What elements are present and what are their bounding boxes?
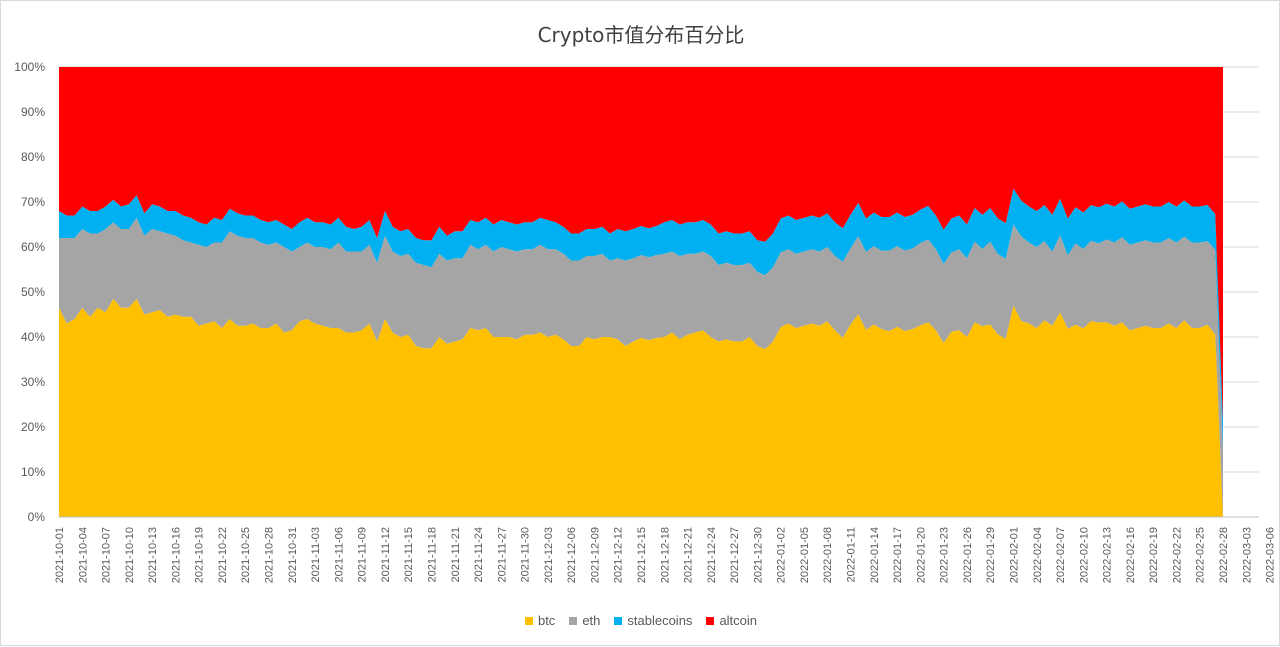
- x-tick-label: 2021-10-19: [194, 527, 206, 583]
- x-tick-label: 2021-11-27: [496, 527, 508, 582]
- x-tick-label: 2022-02-25: [1195, 527, 1207, 583]
- x-tick-label: 2021-12-18: [659, 527, 671, 583]
- y-tick-label: 10%: [21, 465, 45, 479]
- y-tick-label: 100%: [14, 60, 45, 74]
- x-tick-label: 2022-03-06: [1265, 527, 1277, 583]
- x-tick-label: 2021-10-31: [287, 527, 299, 583]
- x-tick-label: 2021-11-06: [333, 527, 345, 582]
- legend-item-altcoin: altcoin: [706, 613, 757, 628]
- area-series-btc: [59, 298, 1223, 517]
- x-tick-label: 2022-02-04: [1032, 527, 1044, 583]
- area-series-stablecoins: [59, 188, 1223, 450]
- y-tick-label: 20%: [21, 420, 45, 434]
- x-tick-label: 2021-10-04: [77, 527, 89, 583]
- x-tick-label: 2021-12-15: [636, 527, 648, 583]
- legend-swatch: [569, 616, 578, 625]
- x-tick-label: 2021-12-12: [613, 527, 625, 583]
- x-tick-label: 2021-10-07: [101, 527, 113, 583]
- x-tick-label: 2021-12-24: [706, 527, 718, 583]
- x-tick-label: 2021-11-30: [520, 527, 532, 582]
- x-tick-label: 2022-01-08: [822, 527, 834, 583]
- y-tick-label: 30%: [21, 375, 45, 389]
- x-tick-label: 2021-10-28: [264, 527, 276, 583]
- x-tick-label: 2021-10-22: [217, 527, 229, 583]
- x-tick-label: 2022-02-16: [1125, 527, 1137, 583]
- x-tick-label: 2022-01-20: [915, 527, 927, 583]
- x-tick-label: 2021-12-30: [752, 527, 764, 583]
- y-tick-label: 70%: [21, 195, 45, 209]
- x-tick-label: 2021-10-16: [170, 527, 182, 583]
- x-tick-label: 2021-11-03: [310, 527, 322, 582]
- x-tick-label: 2021-10-13: [147, 527, 159, 583]
- y-tick-label: 80%: [21, 150, 45, 164]
- x-tick-label: 2022-02-07: [1055, 527, 1067, 583]
- y-tick-label: 50%: [21, 285, 45, 299]
- x-tick-label: 2021-12-09: [589, 527, 601, 583]
- legend-swatch: [614, 616, 623, 625]
- legend-label: btc: [537, 613, 556, 628]
- legend-swatch: [706, 616, 715, 625]
- x-tick-label: 2022-01-14: [869, 527, 881, 583]
- legend-label: altcoin: [719, 613, 758, 628]
- y-tick-label: 0%: [28, 510, 46, 524]
- x-tick-label: 2022-01-23: [939, 527, 951, 583]
- x-tick-label: 2021-12-27: [729, 527, 741, 583]
- x-tick-label: 2022-02-22: [1171, 527, 1183, 583]
- x-tick-label: 2022-02-13: [1102, 527, 1114, 583]
- x-tick-label: 2021-10-10: [124, 527, 136, 583]
- x-tick-label: 2021-11-18: [426, 527, 438, 582]
- x-tick-label: 2022-01-05: [799, 527, 811, 583]
- legend-item-stablecoins: stablecoins: [614, 613, 692, 628]
- x-tick-label: 2021-11-12: [380, 527, 392, 582]
- x-tick-label: 2022-01-02: [776, 527, 788, 583]
- chart-title: Crypto市值分布百分比: [537, 23, 745, 47]
- x-tick-label: 2021-12-21: [683, 527, 695, 583]
- x-tick-label: 2022-03-03: [1241, 527, 1253, 583]
- x-tick-label: 2021-12-06: [566, 527, 578, 583]
- x-tick-label: 2022-02-19: [1148, 527, 1160, 583]
- x-tick-label: 2021-10-01: [54, 527, 66, 583]
- area-series-altcoin: [59, 67, 1223, 422]
- x-tick-label: 2022-01-17: [892, 527, 904, 583]
- x-tick-label: 2021-11-21: [450, 527, 462, 582]
- x-tick-label: 2021-12-03: [543, 527, 555, 583]
- x-tick-label: 2022-02-28: [1218, 527, 1230, 583]
- x-tick-label: 2022-01-11: [846, 527, 858, 582]
- chart-legend: btc eth stablecoins altcoin: [1, 613, 1280, 628]
- x-tick-label: 2022-02-01: [1008, 527, 1020, 583]
- legend-item-eth: eth: [569, 613, 600, 628]
- area-series-eth: [59, 217, 1223, 517]
- legend-label: stablecoins: [627, 613, 693, 628]
- legend-item-btc: btc: [524, 613, 556, 628]
- x-tick-label: 2021-11-15: [403, 527, 415, 582]
- x-tick-label: 2021-10-25: [240, 527, 252, 583]
- legend-label: eth: [582, 613, 601, 628]
- y-tick-label: 60%: [21, 240, 45, 254]
- legend-swatch: [524, 616, 533, 625]
- y-tick-label: 90%: [21, 105, 45, 119]
- x-tick-label: 2021-11-24: [473, 527, 485, 582]
- x-tick-label: 2022-02-10: [1078, 527, 1090, 583]
- x-tick-label: 2022-01-26: [962, 527, 974, 583]
- x-tick-label: 2021-11-09: [357, 527, 369, 582]
- y-tick-label: 40%: [21, 330, 45, 344]
- x-tick-label: 2022-01-29: [985, 527, 997, 583]
